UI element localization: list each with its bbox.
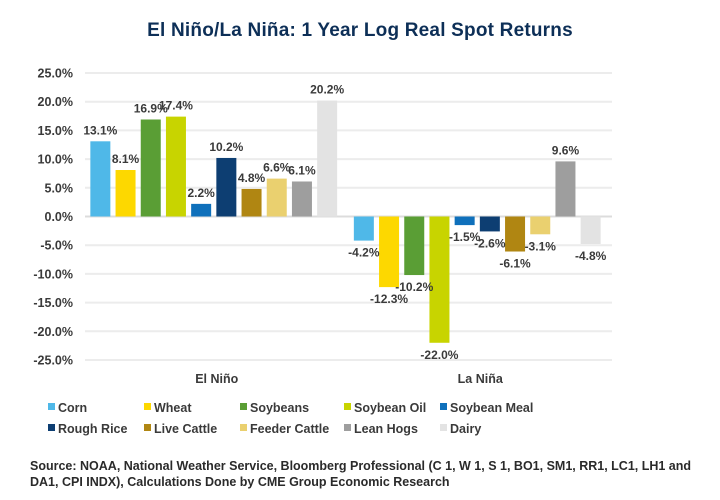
data-label: -3.1% — [525, 239, 557, 253]
y-tick-label: 5.0% — [45, 181, 74, 195]
bar-corn — [90, 141, 111, 217]
bar-chart: 25.0% 20.0% 15.0% 10.0% 5.0% 0.0% -5.0% -10.0% -… — [33, 67, 612, 386]
y-axis-ticks: 25.0% 20.0% 15.0% 10.0% 5.0% 0.0% -5.0% -10.0% -… — [33, 67, 73, 368]
y-tick-label: -25.0% — [33, 354, 73, 368]
data-label: 6.1% — [288, 163, 316, 177]
data-label: 16.9% — [134, 101, 168, 115]
legend-swatch — [240, 402, 247, 410]
bar-soybeans — [140, 119, 161, 217]
legend-row: Corn Wheat Soybeans Soybean Oil Soybean Meal — [48, 397, 568, 418]
data-label: -4.8% — [575, 249, 607, 263]
legend-item: Soybeans — [240, 401, 344, 415]
bar-soybean-oil — [165, 116, 186, 217]
y-tick-label: 15.0% — [38, 124, 73, 138]
y-tick-label: -20.0% — [33, 325, 73, 339]
data-labels: 13.1% 8.1% 16.9%17.4% 2.2% 10.2% 4.8%6.6%6.1%… — [83, 83, 606, 362]
data-label: -4.2% — [348, 246, 380, 260]
data-label: -10.2% — [395, 280, 433, 294]
data-label: 4.8% — [238, 171, 266, 185]
data-label: 13.1% — [83, 123, 117, 137]
legend-swatch — [48, 423, 55, 431]
legend-swatch — [144, 402, 151, 410]
bar-live-cattle — [241, 188, 262, 217]
bar-soybean-meal — [191, 203, 212, 217]
data-label: -6.1% — [499, 257, 531, 271]
legend-label: Feeder Cattle — [250, 421, 330, 436]
data-label: -22.0% — [420, 348, 458, 362]
source-note: Source: NOAA, National Weather Service, … — [30, 459, 692, 489]
bar-wheat — [379, 216, 400, 288]
legend-label: Live Cattle — [154, 421, 218, 436]
legend-label: Dairy — [450, 421, 482, 436]
legend-item: Wheat — [144, 401, 240, 415]
legend-label: Corn — [58, 400, 88, 415]
x-category-label: La Niña — [458, 372, 504, 386]
legend-swatch — [344, 423, 351, 431]
legend-item: Soybean Meal — [440, 401, 560, 415]
data-label: 8.1% — [112, 152, 140, 166]
legend-item: Feeder Cattle — [240, 422, 344, 436]
legend-label: Wheat — [154, 400, 192, 415]
legend: Corn Wheat Soybeans Soybean Oil Soybean Meal… — [48, 397, 568, 439]
data-label: -2.6% — [474, 236, 506, 250]
legend-row: Rough Rice Live Cattle Feeder Cattle Lean H… — [48, 418, 568, 439]
data-label: 9.6% — [552, 143, 580, 157]
bar-dairy — [580, 216, 601, 245]
y-tick-label: 20.0% — [38, 95, 73, 109]
bar-lean-hogs — [291, 181, 312, 217]
data-label: 20.2% — [310, 83, 344, 97]
data-label: 6.6% — [263, 161, 291, 175]
y-tick-label: 25.0% — [38, 67, 73, 81]
chart-title: El Niño/La Niña: 1 Year Log Real Spot Re… — [147, 20, 573, 41]
bar-soybean-meal — [454, 216, 475, 226]
data-label: 10.2% — [209, 140, 243, 154]
legend-swatch — [144, 423, 151, 431]
bar-soybean-oil — [429, 216, 450, 343]
legend-swatch — [344, 402, 351, 410]
legend-swatch — [440, 402, 447, 410]
bars — [90, 100, 601, 343]
bar-soybeans — [404, 216, 425, 276]
legend-item: Live Cattle — [144, 422, 240, 436]
legend-label: Rough Rice — [58, 421, 128, 436]
bar-rough-rice — [479, 216, 500, 232]
y-tick-label: -5.0% — [40, 239, 73, 253]
bar-rough-rice — [216, 157, 237, 217]
legend-item: Soybean Oil — [344, 401, 440, 415]
data-label: 2.2% — [187, 186, 215, 200]
legend-swatch — [48, 402, 55, 410]
legend-label: Lean Hogs — [354, 421, 418, 436]
bar-feeder-cattle — [530, 216, 551, 235]
y-tick-label: 10.0% — [38, 153, 73, 167]
y-tick-label: -15.0% — [33, 296, 73, 310]
bar-wheat — [115, 170, 136, 217]
x-axis-categories: El Niño La Niña — [195, 372, 504, 386]
bar-corn — [353, 216, 374, 241]
legend-item: Corn — [48, 401, 144, 415]
data-label: -1.5% — [449, 230, 481, 244]
data-label: -12.3% — [370, 292, 408, 306]
legend-swatch — [240, 423, 247, 431]
y-tick-label: -10.0% — [33, 267, 73, 281]
bar-lean-hogs — [555, 161, 576, 217]
legend-label: Soybean Oil — [354, 400, 427, 415]
legend-item: Dairy — [440, 422, 560, 436]
y-tick-label: 0.0% — [45, 210, 74, 224]
legend-label: Soybeans — [250, 400, 310, 415]
legend-item: Rough Rice — [48, 422, 144, 436]
bar-feeder-cattle — [266, 178, 287, 217]
bar-live-cattle — [505, 216, 526, 252]
legend-swatch — [440, 423, 447, 431]
data-label: 17.4% — [159, 99, 193, 113]
bar-dairy — [317, 100, 338, 217]
legend-label: Soybean Meal — [450, 400, 534, 415]
legend-item: Lean Hogs — [344, 422, 440, 436]
x-category-label: El Niño — [195, 372, 238, 386]
